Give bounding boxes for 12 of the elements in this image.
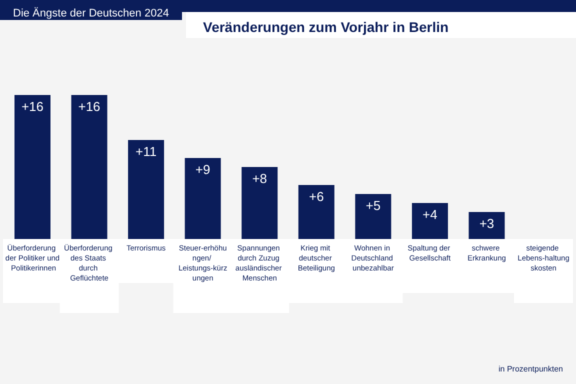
data-label: +11 (136, 144, 157, 159)
chart-subtitle: Die Ängste der Deutschen 2024 (13, 6, 169, 20)
chart-title: Veränderungen zum Vorjahr in Berlin (203, 19, 449, 35)
data-label: +4 (422, 207, 438, 222)
text: in Prozentpunkten (498, 364, 564, 374)
data-label: +6 (308, 189, 324, 204)
data-label: +16 (78, 99, 100, 114)
data-label: +5 (366, 198, 381, 213)
data-label: +16 (21, 99, 44, 114)
data-label: +9 (195, 162, 210, 177)
data-label: +3 (479, 216, 494, 231)
data-label: +8 (252, 171, 268, 186)
